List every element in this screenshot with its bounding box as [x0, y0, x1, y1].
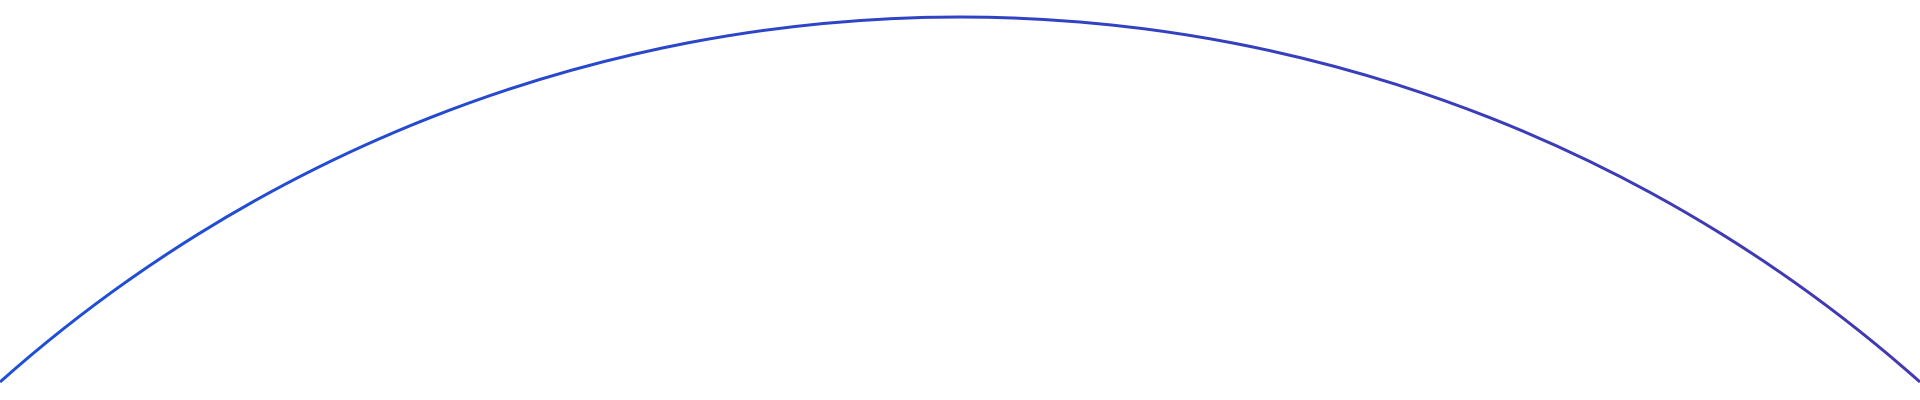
decorative-arc: [0, 15, 1920, 384]
